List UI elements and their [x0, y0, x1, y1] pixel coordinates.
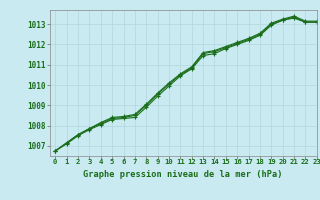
X-axis label: Graphe pression niveau de la mer (hPa): Graphe pression niveau de la mer (hPa) — [84, 170, 283, 179]
